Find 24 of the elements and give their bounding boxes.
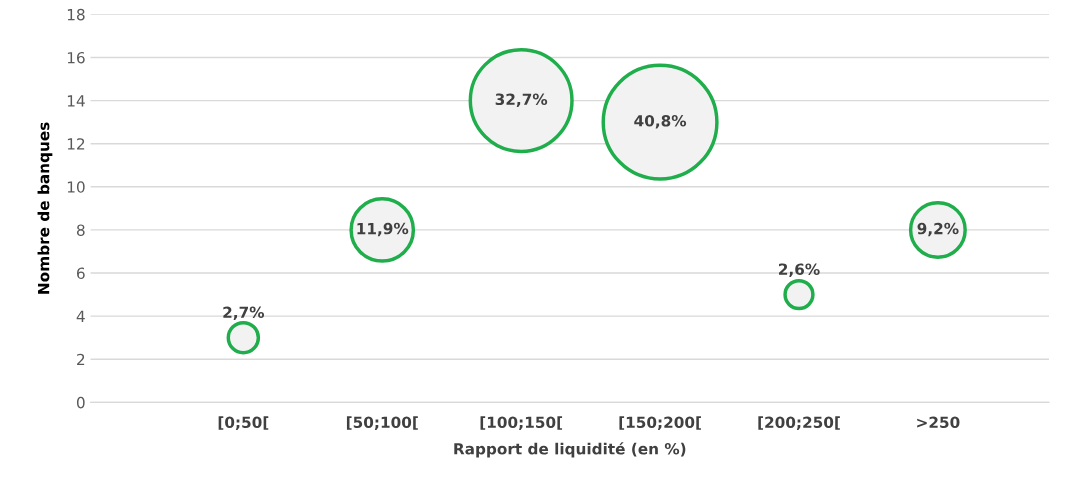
y-tick-label: 10 [67,181,85,193]
y-tick-label: 16 [67,51,85,64]
y-tick-label: 0 [76,396,85,409]
y-tick-label: 6 [77,267,85,280]
x-axis-title: Rapport de liquidité (en %) [454,442,686,458]
annotation: 40,8% [634,115,687,129]
annotation: 11,9% [357,222,409,237]
annotation: 9,2% [917,222,959,237]
x-tick-label: [150;200[ [619,416,701,431]
y-tick-label: 18 [67,8,85,21]
annotation: 32,7% [495,93,548,107]
x-tick-label: >250 [917,416,960,429]
annotation: 2,7% [223,306,265,321]
y-tick-label: 4 [76,310,85,322]
y-axis-title: Nombre de banques [37,122,53,294]
y-tick-label: 2 [77,353,85,366]
x-tick-label: [200;250[ [758,416,840,431]
annotation: 2,6% [779,263,820,277]
y-tick-label: 8 [76,224,85,236]
y-tick-label: 12 [67,138,85,150]
y-tick-label: 14 [67,95,85,107]
x-tick-label: [100;150[ [480,416,563,431]
x-tick-label: [0;50[ [218,416,269,431]
x-tick-label: [50;100[ [346,416,418,431]
